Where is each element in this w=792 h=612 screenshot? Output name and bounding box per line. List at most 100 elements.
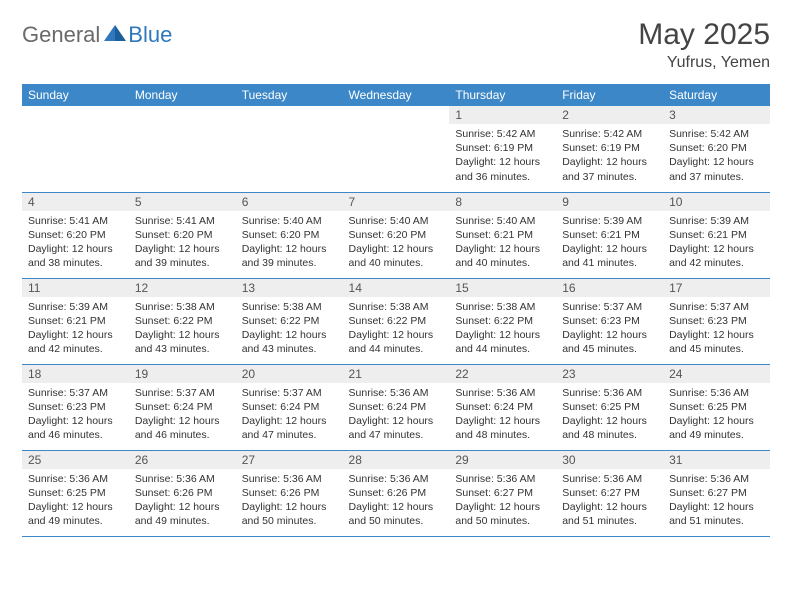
day-details: Sunrise: 5:38 AMSunset: 6:22 PMDaylight:… <box>449 297 556 361</box>
calendar-cell: 14Sunrise: 5:38 AMSunset: 6:22 PMDayligh… <box>343 278 450 364</box>
day-details: Sunrise: 5:36 AMSunset: 6:24 PMDaylight:… <box>449 383 556 447</box>
day-details: Sunrise: 5:36 AMSunset: 6:25 PMDaylight:… <box>22 469 129 533</box>
calendar-cell <box>22 106 129 192</box>
calendar-body: 1Sunrise: 5:42 AMSunset: 6:19 PMDaylight… <box>22 106 770 536</box>
day-number: 10 <box>663 193 770 211</box>
day-details: Sunrise: 5:38 AMSunset: 6:22 PMDaylight:… <box>236 297 343 361</box>
calendar-cell: 8Sunrise: 5:40 AMSunset: 6:21 PMDaylight… <box>449 192 556 278</box>
day-details: Sunrise: 5:36 AMSunset: 6:25 PMDaylight:… <box>556 383 663 447</box>
day-details: Sunrise: 5:36 AMSunset: 6:27 PMDaylight:… <box>663 469 770 533</box>
day-details: Sunrise: 5:37 AMSunset: 6:23 PMDaylight:… <box>556 297 663 361</box>
calendar-cell <box>129 106 236 192</box>
day-number: 8 <box>449 193 556 211</box>
day-number: 14 <box>343 279 450 297</box>
header: General Blue May 2025 Yufrus, Yemen <box>22 18 770 72</box>
day-number: 21 <box>343 365 450 383</box>
day-number: 13 <box>236 279 343 297</box>
calendar-cell: 1Sunrise: 5:42 AMSunset: 6:19 PMDaylight… <box>449 106 556 192</box>
day-details: Sunrise: 5:36 AMSunset: 6:24 PMDaylight:… <box>343 383 450 447</box>
day-number: 16 <box>556 279 663 297</box>
day-details: Sunrise: 5:40 AMSunset: 6:21 PMDaylight:… <box>449 211 556 275</box>
calendar-week-row: 18Sunrise: 5:37 AMSunset: 6:23 PMDayligh… <box>22 364 770 450</box>
weekday-header: Saturday <box>663 84 770 106</box>
day-number: 27 <box>236 451 343 469</box>
day-number: 29 <box>449 451 556 469</box>
day-number: 3 <box>663 106 770 124</box>
day-details: Sunrise: 5:40 AMSunset: 6:20 PMDaylight:… <box>343 211 450 275</box>
day-details: Sunrise: 5:37 AMSunset: 6:24 PMDaylight:… <box>129 383 236 447</box>
calendar-cell: 13Sunrise: 5:38 AMSunset: 6:22 PMDayligh… <box>236 278 343 364</box>
day-number: 31 <box>663 451 770 469</box>
calendar-cell: 9Sunrise: 5:39 AMSunset: 6:21 PMDaylight… <box>556 192 663 278</box>
day-details: Sunrise: 5:36 AMSunset: 6:26 PMDaylight:… <box>236 469 343 533</box>
day-number: 30 <box>556 451 663 469</box>
day-number: 24 <box>663 365 770 383</box>
day-number: 15 <box>449 279 556 297</box>
title-block: May 2025 Yufrus, Yemen <box>638 18 770 72</box>
day-number: 19 <box>129 365 236 383</box>
calendar-cell: 10Sunrise: 5:39 AMSunset: 6:21 PMDayligh… <box>663 192 770 278</box>
day-details: Sunrise: 5:40 AMSunset: 6:20 PMDaylight:… <box>236 211 343 275</box>
day-details: Sunrise: 5:42 AMSunset: 6:19 PMDaylight:… <box>556 124 663 188</box>
calendar-cell: 21Sunrise: 5:36 AMSunset: 6:24 PMDayligh… <box>343 364 450 450</box>
brand-text-blue: Blue <box>128 22 172 48</box>
day-number: 12 <box>129 279 236 297</box>
calendar-week-row: 4Sunrise: 5:41 AMSunset: 6:20 PMDaylight… <box>22 192 770 278</box>
day-number: 20 <box>236 365 343 383</box>
day-details: Sunrise: 5:41 AMSunset: 6:20 PMDaylight:… <box>22 211 129 275</box>
day-details: Sunrise: 5:36 AMSunset: 6:27 PMDaylight:… <box>556 469 663 533</box>
day-number: 9 <box>556 193 663 211</box>
calendar-cell: 27Sunrise: 5:36 AMSunset: 6:26 PMDayligh… <box>236 450 343 536</box>
day-number: 17 <box>663 279 770 297</box>
calendar-cell: 6Sunrise: 5:40 AMSunset: 6:20 PMDaylight… <box>236 192 343 278</box>
day-details: Sunrise: 5:37 AMSunset: 6:23 PMDaylight:… <box>22 383 129 447</box>
calendar-cell: 26Sunrise: 5:36 AMSunset: 6:26 PMDayligh… <box>129 450 236 536</box>
calendar-cell: 25Sunrise: 5:36 AMSunset: 6:25 PMDayligh… <box>22 450 129 536</box>
day-number: 1 <box>449 106 556 124</box>
weekday-header: Tuesday <box>236 84 343 106</box>
month-title: May 2025 <box>638 18 770 52</box>
calendar-cell: 2Sunrise: 5:42 AMSunset: 6:19 PMDaylight… <box>556 106 663 192</box>
brand-triangle-icon <box>104 24 126 47</box>
day-number: 11 <box>22 279 129 297</box>
day-details: Sunrise: 5:38 AMSunset: 6:22 PMDaylight:… <box>343 297 450 361</box>
calendar-cell: 31Sunrise: 5:36 AMSunset: 6:27 PMDayligh… <box>663 450 770 536</box>
calendar-cell: 20Sunrise: 5:37 AMSunset: 6:24 PMDayligh… <box>236 364 343 450</box>
calendar-cell: 28Sunrise: 5:36 AMSunset: 6:26 PMDayligh… <box>343 450 450 536</box>
day-details: Sunrise: 5:39 AMSunset: 6:21 PMDaylight:… <box>663 211 770 275</box>
brand-text-general: General <box>22 22 100 48</box>
day-details: Sunrise: 5:37 AMSunset: 6:23 PMDaylight:… <box>663 297 770 361</box>
weekday-header: Friday <box>556 84 663 106</box>
calendar-week-row: 25Sunrise: 5:36 AMSunset: 6:25 PMDayligh… <box>22 450 770 536</box>
calendar-cell: 15Sunrise: 5:38 AMSunset: 6:22 PMDayligh… <box>449 278 556 364</box>
calendar-cell <box>343 106 450 192</box>
calendar-cell: 23Sunrise: 5:36 AMSunset: 6:25 PMDayligh… <box>556 364 663 450</box>
day-number: 26 <box>129 451 236 469</box>
weekday-header: Wednesday <box>343 84 450 106</box>
calendar-table: SundayMondayTuesdayWednesdayThursdayFrid… <box>22 84 770 537</box>
day-number: 18 <box>22 365 129 383</box>
calendar-cell <box>236 106 343 192</box>
day-details: Sunrise: 5:36 AMSunset: 6:26 PMDaylight:… <box>343 469 450 533</box>
day-number: 23 <box>556 365 663 383</box>
day-details: Sunrise: 5:36 AMSunset: 6:25 PMDaylight:… <box>663 383 770 447</box>
brand-logo: General Blue <box>22 18 172 48</box>
day-details: Sunrise: 5:39 AMSunset: 6:21 PMDaylight:… <box>22 297 129 361</box>
weekday-header: Monday <box>129 84 236 106</box>
calendar-cell: 24Sunrise: 5:36 AMSunset: 6:25 PMDayligh… <box>663 364 770 450</box>
day-details: Sunrise: 5:39 AMSunset: 6:21 PMDaylight:… <box>556 211 663 275</box>
day-details: Sunrise: 5:38 AMSunset: 6:22 PMDaylight:… <box>129 297 236 361</box>
day-number: 2 <box>556 106 663 124</box>
day-number: 22 <box>449 365 556 383</box>
calendar-week-row: 1Sunrise: 5:42 AMSunset: 6:19 PMDaylight… <box>22 106 770 192</box>
day-details: Sunrise: 5:37 AMSunset: 6:24 PMDaylight:… <box>236 383 343 447</box>
calendar-cell: 29Sunrise: 5:36 AMSunset: 6:27 PMDayligh… <box>449 450 556 536</box>
calendar-cell: 30Sunrise: 5:36 AMSunset: 6:27 PMDayligh… <box>556 450 663 536</box>
calendar-cell: 5Sunrise: 5:41 AMSunset: 6:20 PMDaylight… <box>129 192 236 278</box>
day-details: Sunrise: 5:41 AMSunset: 6:20 PMDaylight:… <box>129 211 236 275</box>
day-number: 6 <box>236 193 343 211</box>
calendar-cell: 16Sunrise: 5:37 AMSunset: 6:23 PMDayligh… <box>556 278 663 364</box>
calendar-cell: 3Sunrise: 5:42 AMSunset: 6:20 PMDaylight… <box>663 106 770 192</box>
day-details: Sunrise: 5:42 AMSunset: 6:19 PMDaylight:… <box>449 124 556 188</box>
weekday-header: Sunday <box>22 84 129 106</box>
